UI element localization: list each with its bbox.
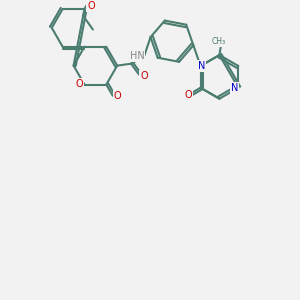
Text: N: N bbox=[231, 83, 238, 93]
Text: O: O bbox=[140, 70, 148, 81]
Text: N: N bbox=[198, 61, 205, 71]
Text: O: O bbox=[87, 1, 95, 11]
Text: O: O bbox=[185, 90, 192, 100]
Text: O: O bbox=[76, 79, 83, 88]
Text: O: O bbox=[114, 91, 122, 101]
Text: HN: HN bbox=[130, 51, 144, 61]
Text: CH₃: CH₃ bbox=[212, 37, 226, 46]
